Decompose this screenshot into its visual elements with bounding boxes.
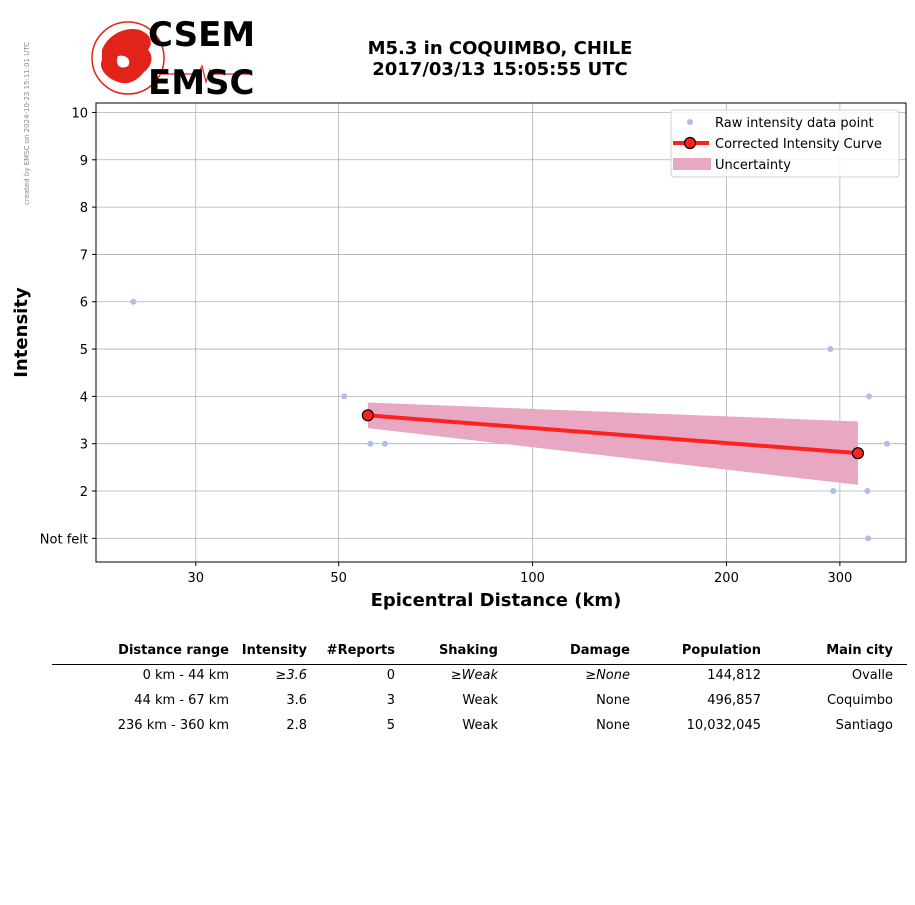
intensity-table: Distance range Intensity #Reports Shakin… bbox=[52, 640, 907, 740]
header-distance-range: Distance range bbox=[118, 643, 229, 658]
x-tick-label: 30 bbox=[187, 571, 204, 586]
title-line-2: 2017/03/13 15:05:55 UTC bbox=[372, 59, 628, 80]
cell-main-city: Ovalle bbox=[851, 668, 893, 683]
cell-population: 496,857 bbox=[707, 693, 761, 708]
raw-data-point bbox=[830, 488, 837, 495]
header-shaking: Shaking bbox=[438, 643, 498, 658]
header-intensity: Intensity bbox=[241, 643, 307, 658]
table-row: 44 km - 67 km 3.6 3 Weak None 496,857 Co… bbox=[52, 690, 907, 715]
raw-data-point bbox=[865, 535, 872, 542]
curve-marker bbox=[851, 447, 865, 460]
raw-data-point bbox=[883, 440, 890, 447]
raw-data-point bbox=[864, 488, 871, 495]
legend-curve-label: Corrected Intensity Curve bbox=[715, 137, 882, 152]
header-population: Population bbox=[681, 643, 761, 658]
cell-distance-range: 236 km - 360 km bbox=[117, 718, 229, 733]
x-tick-label: 300 bbox=[827, 571, 852, 586]
csem-emsc-logo: CSEM EMSC bbox=[91, 16, 255, 100]
logo-bottom-text: EMSC bbox=[148, 63, 255, 100]
table-header-row: Distance range Intensity #Reports Shakin… bbox=[52, 640, 907, 665]
cell-damage: None bbox=[596, 718, 630, 733]
x-tick-label: 50 bbox=[330, 571, 347, 586]
y-tick-label: 10 bbox=[71, 106, 88, 121]
intensity-chart: 30 50 100 200 300 Not felt 2 3 4 5 6 7 8 9 10 Epicentra… bbox=[11, 102, 907, 611]
cell-distance-range: 44 km - 67 km bbox=[134, 693, 229, 708]
y-tick-label: 4 bbox=[80, 390, 88, 405]
header-damage: Damage bbox=[569, 643, 630, 658]
chart-title: M5.3 in COQUIMBO, CHILE 2017/03/13 15:05… bbox=[300, 38, 700, 80]
raw-data-point bbox=[381, 440, 388, 447]
plot-frame bbox=[95, 102, 907, 563]
cell-main-city: Coquimbo bbox=[826, 693, 893, 708]
x-tick-label: 200 bbox=[714, 571, 739, 586]
legend-box bbox=[670, 109, 900, 178]
cell-reports: 3 bbox=[386, 693, 395, 708]
table-row: 0 km - 44 km ≥3.6 0 ≥Weak ≥None 144,812 … bbox=[52, 665, 907, 690]
legend-uncertainty-label: Uncertainty bbox=[715, 158, 791, 173]
table-row: 236 km - 360 km 2.8 5 Weak None 10,032,0… bbox=[52, 715, 907, 740]
y-tick-label: 7 bbox=[80, 248, 88, 263]
x-tick-label: 100 bbox=[520, 571, 545, 586]
cell-reports: 5 bbox=[386, 718, 395, 733]
cell-population: 144,812 bbox=[707, 668, 761, 683]
y-tick-label: 9 bbox=[80, 154, 88, 169]
cell-intensity: ≥3.6 bbox=[275, 668, 307, 683]
y-tick-label: Not felt bbox=[40, 532, 88, 547]
raw-data-point bbox=[866, 393, 873, 400]
header-main-city: Main city bbox=[826, 643, 893, 658]
cell-main-city: Santiago bbox=[835, 718, 893, 733]
logo-top-text: CSEM bbox=[148, 16, 255, 55]
curve-marker bbox=[361, 409, 374, 422]
y-tick-label: 3 bbox=[80, 438, 88, 453]
y-tick-label: 8 bbox=[80, 201, 88, 216]
cell-population: 10,032,045 bbox=[686, 718, 761, 733]
cell-reports: 0 bbox=[386, 668, 395, 683]
header-reports: #Reports bbox=[326, 643, 395, 658]
raw-data-point bbox=[130, 298, 137, 305]
legend-curve-marker bbox=[683, 136, 697, 150]
cell-damage: None bbox=[596, 693, 630, 708]
cell-intensity: 3.6 bbox=[286, 693, 307, 708]
x-axis-label: Epicentral Distance (km) bbox=[371, 590, 622, 611]
raw-data-point bbox=[341, 393, 348, 400]
raw-data-point bbox=[367, 440, 374, 447]
cell-shaking: Weak bbox=[462, 693, 498, 708]
legend-uncertainty-swatch bbox=[673, 158, 711, 170]
cell-distance-range: 0 km - 44 km bbox=[142, 668, 229, 683]
raw-data-point bbox=[827, 346, 834, 353]
y-tick-label: 5 bbox=[80, 343, 88, 358]
cell-shaking: ≥Weak bbox=[450, 668, 498, 683]
cell-intensity: 2.8 bbox=[286, 718, 307, 733]
legend-raw-label: Raw intensity data point bbox=[715, 116, 874, 131]
y-axis-label: Intensity bbox=[11, 287, 32, 378]
cell-damage: ≥None bbox=[585, 668, 630, 683]
cell-shaking: Weak bbox=[462, 718, 498, 733]
y-tick-label: 6 bbox=[80, 296, 88, 311]
legend-raw-marker bbox=[687, 119, 693, 125]
y-tick-label: 2 bbox=[80, 485, 88, 500]
corrected-intensity-line bbox=[367, 413, 859, 456]
title-line-1: M5.3 in COQUIMBO, CHILE bbox=[367, 38, 633, 59]
